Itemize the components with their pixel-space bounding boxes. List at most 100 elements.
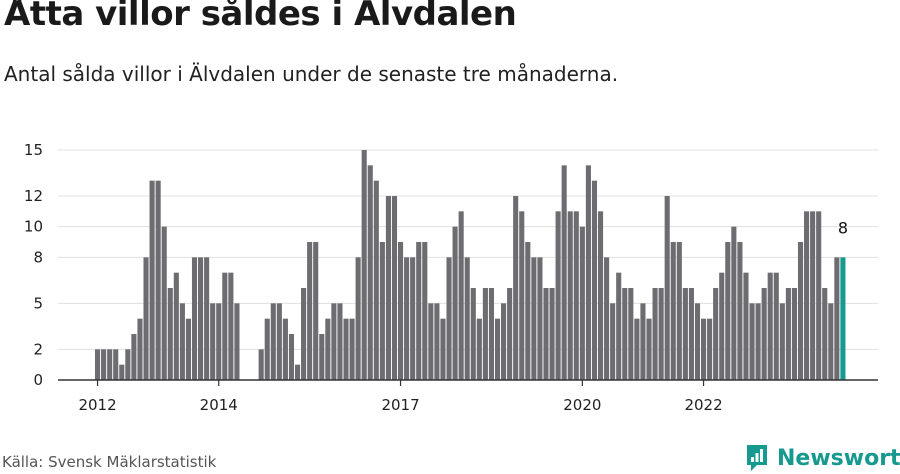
bar bbox=[810, 211, 816, 380]
bar bbox=[482, 288, 488, 380]
bar bbox=[597, 211, 604, 380]
bar bbox=[131, 334, 137, 380]
bar bbox=[464, 257, 470, 380]
bar bbox=[101, 349, 107, 380]
bar bbox=[604, 257, 610, 380]
bar bbox=[149, 180, 155, 380]
bar bbox=[313, 242, 319, 380]
brand-logo[interactable]: Newsworthy bbox=[745, 443, 900, 473]
bar bbox=[95, 349, 101, 380]
bar bbox=[622, 288, 628, 380]
y-tick-label: 2 bbox=[33, 340, 43, 358]
bar bbox=[307, 242, 313, 380]
last-value-label: 8 bbox=[838, 218, 848, 237]
bar bbox=[410, 257, 416, 380]
bar bbox=[234, 303, 240, 380]
bar bbox=[113, 349, 119, 380]
bar bbox=[373, 180, 379, 380]
bar bbox=[428, 303, 434, 380]
chart-subtitle: Antal sålda villor i Älvdalen under de s… bbox=[4, 62, 619, 86]
bar bbox=[567, 211, 573, 380]
bar bbox=[743, 272, 749, 380]
bar bbox=[416, 242, 422, 380]
bar bbox=[155, 180, 161, 380]
bar bbox=[591, 180, 598, 380]
bar bbox=[258, 349, 264, 380]
bar bbox=[543, 288, 549, 380]
bar bbox=[767, 272, 773, 380]
bar bbox=[319, 334, 325, 380]
bar bbox=[325, 318, 331, 380]
bar bbox=[355, 257, 361, 380]
bar bbox=[198, 257, 204, 380]
bar bbox=[434, 303, 440, 380]
bar bbox=[804, 211, 810, 380]
bar bbox=[422, 242, 428, 380]
bar bbox=[634, 318, 640, 380]
bar bbox=[288, 334, 295, 380]
bar bbox=[161, 226, 167, 380]
bar bbox=[828, 303, 834, 380]
axes bbox=[58, 379, 878, 386]
bar bbox=[470, 288, 476, 380]
bar bbox=[531, 257, 537, 380]
bar bbox=[507, 288, 513, 380]
bar bbox=[476, 318, 482, 380]
x-tick-label: 2022 bbox=[684, 396, 722, 414]
chart-title: Åtta villor såldes i Älvdalen bbox=[4, 0, 517, 34]
bar bbox=[652, 288, 658, 380]
bar bbox=[349, 318, 355, 380]
newsworthy-logo-icon bbox=[747, 445, 767, 471]
bar bbox=[361, 150, 367, 380]
bar bbox=[676, 242, 682, 380]
y-tick-label: 12 bbox=[24, 187, 43, 205]
bar bbox=[228, 272, 234, 380]
bar bbox=[452, 226, 458, 380]
bar bbox=[125, 349, 131, 380]
bar bbox=[191, 257, 198, 380]
bar bbox=[816, 211, 822, 380]
x-tick-label: 2020 bbox=[563, 396, 601, 414]
bars bbox=[95, 150, 846, 380]
bar bbox=[755, 303, 761, 380]
bar bbox=[573, 211, 579, 380]
bar bbox=[270, 303, 276, 380]
bar bbox=[398, 242, 404, 380]
bar bbox=[537, 257, 543, 380]
bar bbox=[458, 211, 464, 380]
bar bbox=[664, 196, 670, 380]
brand-name: Newsworthy bbox=[777, 445, 900, 471]
bar-highlight bbox=[840, 257, 846, 380]
bar bbox=[391, 196, 398, 380]
bar bbox=[222, 272, 228, 380]
bar bbox=[343, 318, 349, 380]
bar bbox=[173, 272, 179, 380]
bar bbox=[379, 242, 385, 380]
bar bbox=[834, 257, 840, 380]
bar bbox=[579, 226, 585, 380]
y-tick-label: 8 bbox=[33, 248, 43, 266]
y-tick-label: 10 bbox=[24, 218, 43, 236]
bar bbox=[749, 303, 755, 380]
bar bbox=[367, 165, 373, 380]
bar bbox=[640, 303, 646, 380]
x-tick-label: 2017 bbox=[381, 396, 419, 414]
bar bbox=[694, 303, 701, 380]
bar bbox=[119, 364, 125, 380]
bar bbox=[725, 242, 731, 380]
bar bbox=[688, 288, 694, 380]
bar bbox=[179, 303, 185, 380]
bar bbox=[494, 318, 501, 380]
bar bbox=[525, 242, 531, 380]
bar bbox=[707, 318, 713, 380]
bar bbox=[185, 318, 191, 380]
bar bbox=[210, 303, 216, 380]
y-tick-label: 15 bbox=[24, 141, 43, 159]
bar bbox=[555, 211, 561, 380]
bar bbox=[561, 165, 567, 380]
bar bbox=[628, 288, 634, 380]
bar bbox=[791, 288, 797, 380]
bar bbox=[779, 303, 785, 380]
bar bbox=[682, 288, 688, 380]
